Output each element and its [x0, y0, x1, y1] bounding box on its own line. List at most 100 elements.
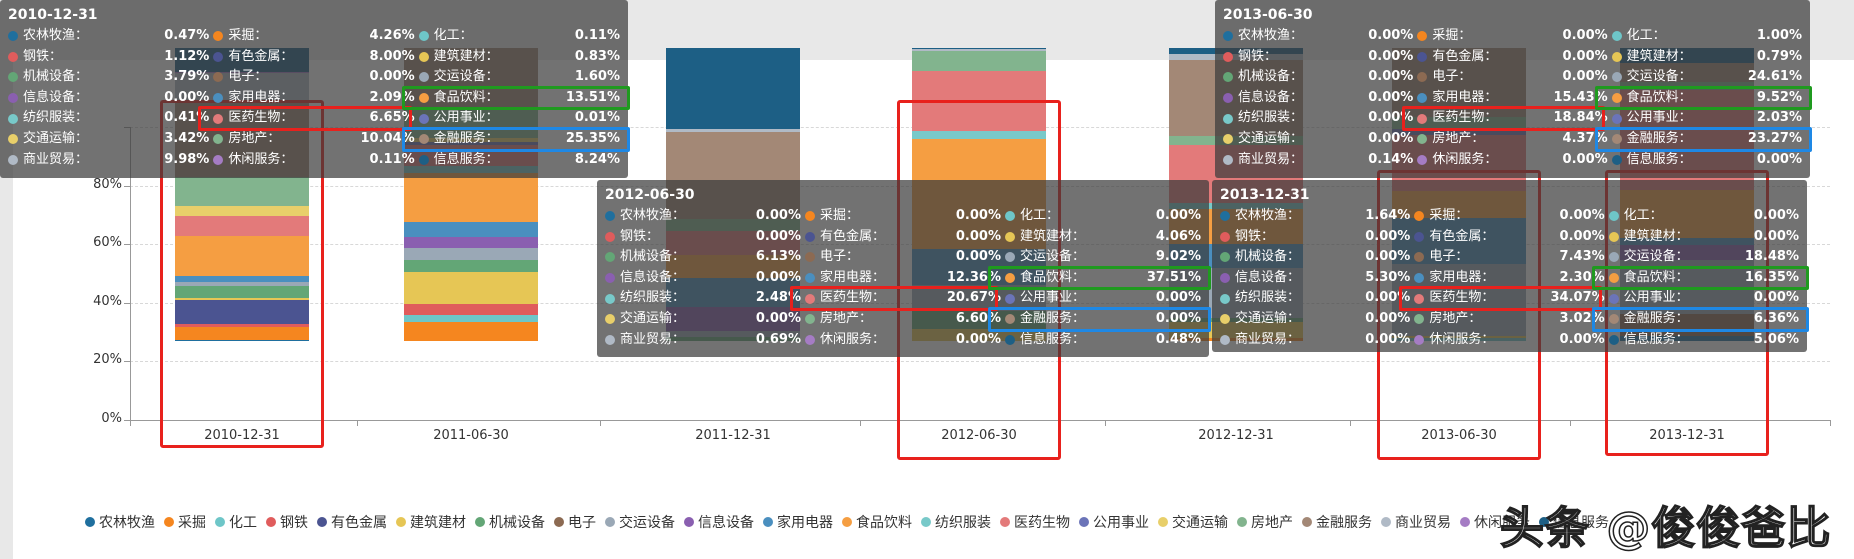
bar-segment-商业贸易[interactable]	[666, 128, 800, 132]
tooltip-row-房地产: 房地产： 4.37%	[1417, 129, 1608, 150]
bar-segment-有色金属[interactable]	[175, 299, 309, 324]
tooltip-row-信息服务: 信息服务： 5.06%	[1608, 330, 1799, 351]
tooltip-row-有色金属: 有色金属： 0.00%	[1417, 47, 1608, 68]
bar-segment-信息设备[interactable]	[404, 236, 538, 249]
legend-dot-icon	[1079, 517, 1089, 527]
bar-segment-农林牧渔[interactable]	[175, 339, 309, 341]
x-axis-label: 2011-12-31	[695, 428, 771, 443]
tooltip-row-交通运输: 交通运输： 0.00%	[1220, 309, 1410, 330]
legend-item-采掘[interactable]: 采掘	[164, 512, 206, 532]
bar-segment-建筑建材[interactable]	[175, 297, 309, 300]
tooltip-series-value: 9.02%	[1155, 249, 1201, 265]
legend-item-商业贸易[interactable]: 商业贸易	[1381, 512, 1451, 532]
tooltip-series-value: 20.67%	[946, 290, 1001, 306]
tooltip-row-医药生物: 医药生物： 34.07%	[1414, 288, 1605, 309]
legend-item-钢铁[interactable]: 钢铁	[266, 512, 308, 532]
legend-item-房地产[interactable]: 房地产	[1237, 512, 1293, 532]
tooltip-series-value: 18.48%	[1744, 249, 1799, 265]
tooltip-series-value: 0.00%	[755, 208, 801, 223]
tooltip-series-value: 10.04%	[360, 130, 415, 146]
legend-item-纺织服装[interactable]: 纺织服装	[921, 512, 991, 532]
x-axis-label: 2010-12-31	[204, 428, 280, 443]
tooltip-series-name: 医药生物：	[1429, 290, 1495, 306]
series-dot-icon	[1608, 211, 1619, 222]
series-dot-icon	[1611, 72, 1622, 83]
series-dot-icon	[213, 134, 224, 145]
legend-label: 信息服务	[1553, 515, 1609, 531]
bar-segment-钢铁[interactable]	[404, 304, 538, 315]
bar-segment-家用电器[interactable]	[404, 221, 538, 237]
legend-item-信息设备[interactable]: 信息设备	[684, 512, 754, 532]
tooltip-series-value: 0.11%	[574, 28, 620, 43]
series-dot-icon	[1005, 314, 1015, 325]
legend-item-休闲服务[interactable]: 休闲服务	[1460, 512, 1530, 532]
tooltip-series-name: 电子：	[820, 249, 860, 265]
legend-item-建筑建材[interactable]: 建筑建材	[396, 512, 466, 532]
tooltip-row-建筑建材: 建筑建材： 0.79%	[1611, 47, 1802, 68]
bar-segment-机械设备[interactable]	[404, 260, 538, 272]
legend-item-公用事业[interactable]: 公用事业	[1079, 512, 1149, 532]
legend-label: 机械设备	[489, 515, 545, 531]
bar-segment-纺织服装[interactable]	[912, 131, 1046, 139]
series-dot-icon	[1223, 154, 1233, 165]
bar-segment-交通运输[interactable]	[175, 206, 309, 217]
tooltip-series-value: 4.06%	[1155, 228, 1201, 244]
tooltip-row-交运设备: 交运设备： 1.60%	[418, 67, 620, 88]
series-dot-icon	[805, 231, 815, 242]
legend-dot-icon	[396, 517, 406, 527]
y-tick-label: 20%	[93, 352, 122, 368]
bar-segment-房地产[interactable]	[912, 51, 1046, 71]
series-dot-icon	[1611, 51, 1622, 62]
bar-segment-采掘[interactable]	[175, 327, 309, 340]
tooltip-row-商业贸易: 商业贸易： 0.00%	[1220, 330, 1410, 351]
series-dot-icon	[1005, 293, 1015, 304]
bar-segment-机械设备[interactable]	[175, 286, 309, 298]
bar-segment-医药生物[interactable]	[175, 216, 309, 236]
tooltip-series-name: 钢铁：	[23, 48, 63, 64]
tooltip-series-name: 纺织服装：	[1235, 290, 1301, 306]
bar-segment-商业贸易[interactable]	[912, 49, 1046, 52]
y-tick-mark	[124, 244, 130, 246]
legend-item-金融服务[interactable]: 金融服务	[1302, 512, 1372, 532]
tooltip-series-value: 8.24%	[574, 151, 620, 167]
legend-item-信息服务[interactable]: 信息服务	[1539, 512, 1609, 532]
x-axis-label: 2013-12-31	[1649, 428, 1725, 443]
y-tick-label: 0%	[101, 411, 122, 426]
legend-item-食品饮料[interactable]: 食品饮料	[842, 512, 912, 532]
bar-segment-交运设备[interactable]	[404, 248, 538, 261]
x-tick	[1105, 420, 1106, 426]
legend-item-交运设备[interactable]: 交运设备	[605, 512, 675, 532]
series-dot-icon	[1414, 252, 1425, 263]
series-dot-icon	[1608, 273, 1619, 284]
legend-label: 化工	[229, 515, 257, 531]
legend-item-家用电器[interactable]: 家用电器	[763, 512, 833, 532]
series-dot-icon	[1220, 273, 1230, 284]
bar-segment-钢铁[interactable]	[175, 323, 309, 327]
bar-segment-家用电器[interactable]	[175, 275, 309, 282]
bar-segment-食品饮料[interactable]	[175, 235, 309, 276]
legend-item-有色金属[interactable]: 有色金属	[317, 512, 387, 532]
bar-segment-交运设备[interactable]	[175, 281, 309, 287]
tooltip-series-name: 农林牧渔：	[1238, 28, 1304, 43]
tooltip-2013-12-31: 2013-12-31 农林牧渔： 1.64% 采掘： 0.00% 化工： 0.00% 钢铁： 0…	[1212, 180, 1807, 352]
bar-segment-化工[interactable]	[404, 314, 538, 322]
bar-segment-信息服务[interactable]	[666, 48, 800, 129]
series-dot-icon	[1608, 231, 1619, 242]
legend-item-化工[interactable]: 化工	[215, 512, 257, 532]
tooltip-series-value: 24.61%	[1747, 69, 1802, 85]
tooltip-row-纺织服装: 纺织服装： 0.00%	[1223, 108, 1413, 129]
tooltip-series-name: 钢铁：	[1238, 48, 1278, 64]
bar-segment-食品饮料[interactable]	[404, 173, 538, 222]
bar-segment-建筑建材[interactable]	[404, 271, 538, 305]
bar-segment-信息服务[interactable]	[912, 48, 1046, 50]
bar-segment-房地产[interactable]	[175, 176, 309, 207]
series-dot-icon	[1414, 231, 1425, 242]
legend-item-农林牧渔[interactable]: 农林牧渔	[85, 512, 155, 532]
legend-item-交通运输[interactable]: 交通运输	[1158, 512, 1228, 532]
tooltip-row-食品饮料: 食品饮料： 16.35%	[1608, 268, 1799, 289]
legend-item-电子[interactable]: 电子	[554, 512, 596, 532]
bar-segment-采掘[interactable]	[404, 321, 538, 341]
legend-item-医药生物[interactable]: 医药生物	[1000, 512, 1070, 532]
tooltip-series-value: 0.83%	[574, 48, 620, 64]
legend-item-机械设备[interactable]: 机械设备	[475, 512, 545, 532]
